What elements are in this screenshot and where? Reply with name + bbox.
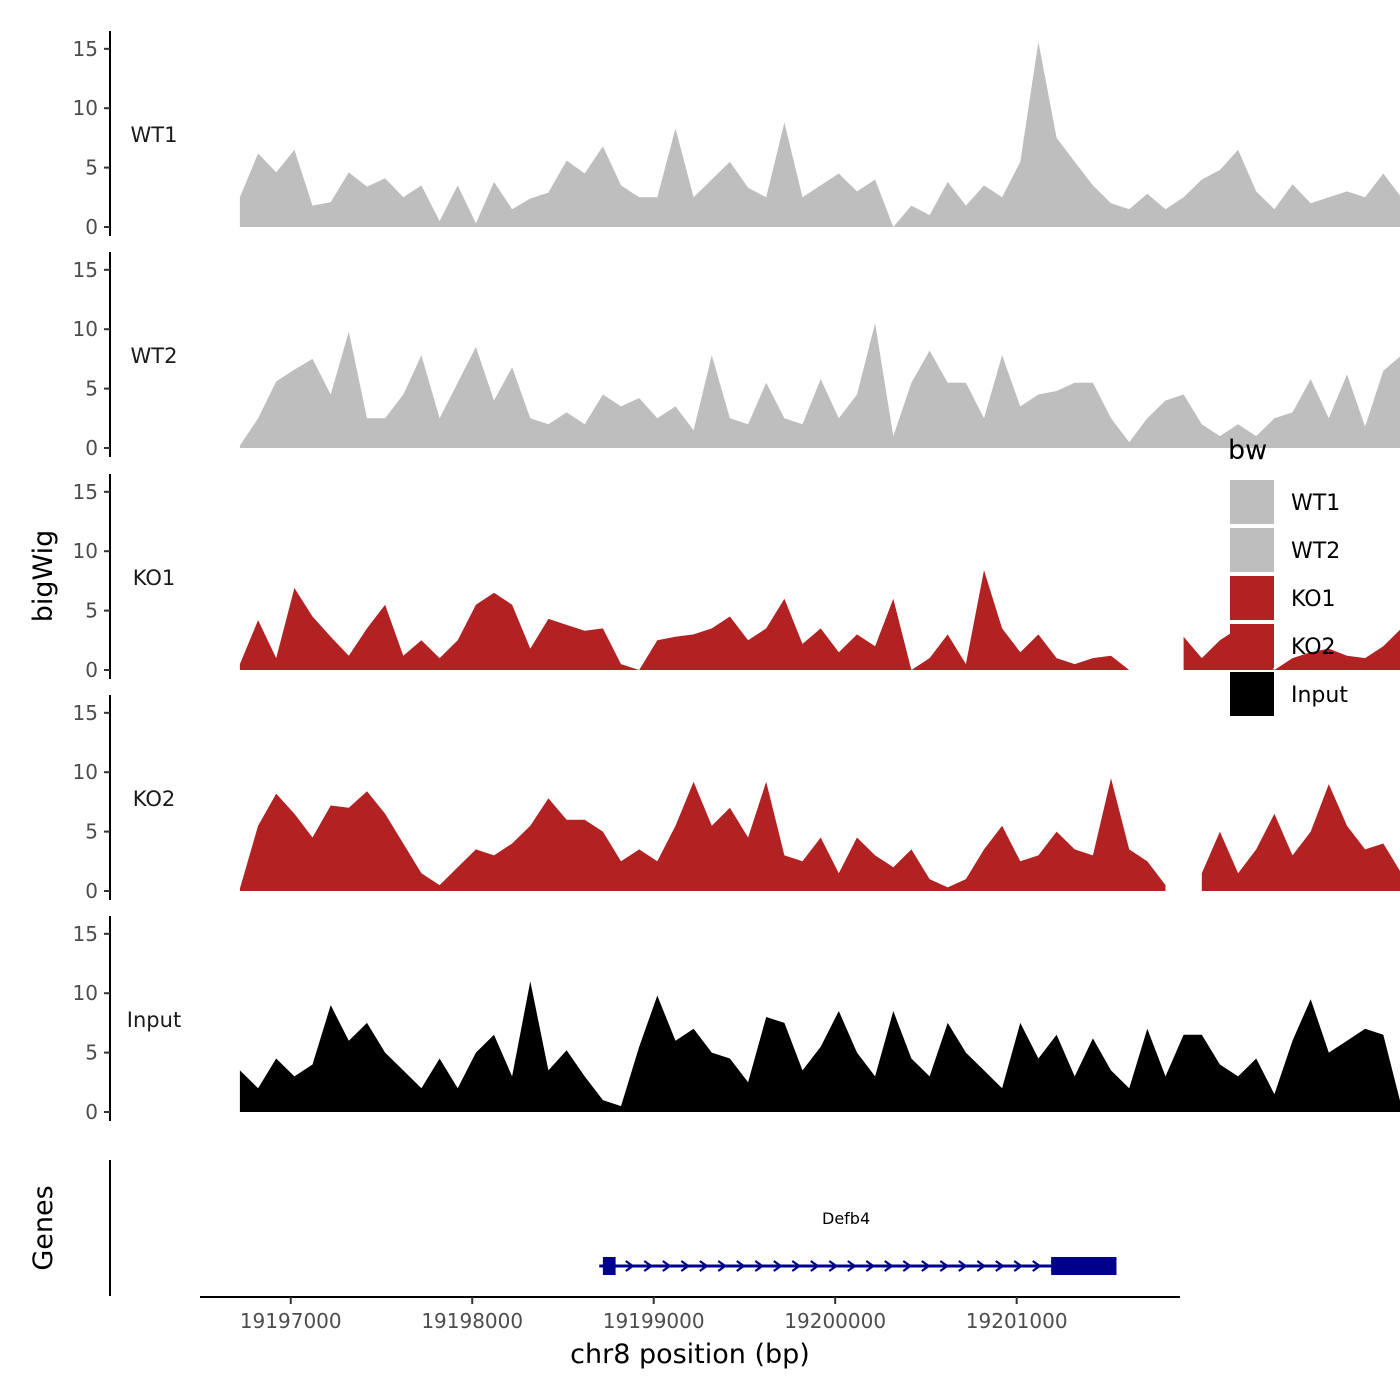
track-ko1: 0 5 10 15 KO1: [73, 474, 1400, 682]
strand-arrow: [976, 1260, 987, 1272]
strand-arrow: [1013, 1260, 1024, 1272]
track-wt2: 0 5 10 15 WT2: [73, 252, 1400, 460]
strand-arrow: [699, 1260, 709, 1272]
x-tick-label: 19197000: [240, 1309, 342, 1333]
gene-track: Defb4: [109, 1160, 1117, 1296]
y-tick-label: 5: [85, 820, 98, 844]
y-tick-label: 5: [85, 1041, 98, 1065]
y-tick-label: 0: [85, 879, 98, 903]
legend-label-wt2: WT2: [1291, 539, 1340, 564]
x-tick-label: 19199000: [603, 1309, 705, 1333]
track-label: WT1: [131, 123, 178, 147]
signal-area-ko2: [239, 778, 1166, 891]
y-tick-label: 0: [85, 215, 98, 239]
gene-exon: [1051, 1257, 1117, 1275]
genes-axis-title: Genes: [28, 1185, 59, 1270]
y-tick-label: 15: [73, 258, 98, 282]
x-tick-label: 19200000: [784, 1309, 886, 1333]
strand-arrow: [939, 1260, 950, 1272]
signal-area-ko2: [1201, 784, 1400, 891]
y-tick-label: 5: [85, 156, 98, 180]
y-tick-label: 10: [73, 96, 98, 120]
x-tick-label: 19201000: [966, 1309, 1068, 1333]
y-tick-label: 15: [73, 37, 98, 61]
y-tick-label: 10: [73, 981, 98, 1005]
strand-arrow: [662, 1260, 672, 1272]
y-tick-label: 0: [85, 1100, 98, 1124]
y-tick-label: 10: [73, 760, 98, 784]
strand-arrow: [902, 1260, 913, 1272]
y-tick-label: 10: [73, 539, 98, 563]
strand-arrow: [958, 1260, 968, 1272]
x-axis: 19197000 19198000 19199000 19200000 19201000: [200, 1296, 1180, 1333]
track-label: WT2: [131, 344, 178, 368]
strand-arrow: [847, 1260, 857, 1272]
y-tick-label: 5: [85, 377, 98, 401]
legend: bw WT1 WT2 KO1 KO2 Input: [1228, 435, 1348, 716]
y-tick-label: 10: [73, 317, 98, 341]
y-tick-label: 15: [73, 922, 98, 946]
signal-area-input: [239, 981, 1400, 1112]
gene-exon: [602, 1257, 616, 1275]
strand-arrow: [1032, 1260, 1042, 1272]
y-tick-label: 0: [85, 658, 98, 682]
signal-area-wt1: [239, 41, 1400, 227]
strand-arrow: [791, 1260, 802, 1272]
track-ko2: 0 5 10 15 KO2: [73, 695, 1400, 903]
strand-arrow: [717, 1260, 728, 1272]
gene-label: Defb4: [822, 1209, 870, 1228]
legend-title: bw: [1228, 435, 1267, 466]
strand-arrow: [754, 1260, 765, 1272]
legend-label-input: Input: [1291, 683, 1348, 708]
x-tick-label: 19198000: [421, 1309, 523, 1333]
y-axis-title: bigWig: [28, 530, 59, 623]
strand-arrow: [643, 1260, 654, 1272]
track-label: KO2: [133, 787, 176, 811]
strand-arrow: [884, 1260, 894, 1272]
legend-key-ko1: [1230, 576, 1274, 620]
x-axis-title: chr8 position (bp): [570, 1339, 810, 1370]
legend-label-ko2: KO2: [1291, 635, 1336, 660]
strand-arrow: [828, 1260, 839, 1272]
track-panels: 0 5 10 15 WT1 0 5 10 15 WT2 0 5 10 15 KO1 0 5 10 15 KO2 0 5 10…: [73, 31, 1400, 1124]
strand-arrow: [736, 1260, 746, 1272]
legend-key-ko2: [1230, 624, 1274, 668]
legend-key-input: [1230, 672, 1274, 716]
strand-arrow: [680, 1260, 691, 1272]
y-tick-label: 15: [73, 701, 98, 725]
legend-key-wt2: [1230, 528, 1274, 572]
track-label: KO1: [133, 566, 176, 590]
track-input: 0 5 10 15 Input: [73, 916, 1400, 1124]
legend-label-ko1: KO1: [1291, 587, 1336, 612]
strand-arrow: [921, 1260, 931, 1272]
strand-arrow: [625, 1260, 635, 1272]
strand-arrow: [810, 1260, 820, 1272]
strand-arrow: [865, 1260, 876, 1272]
strand-arrow: [995, 1260, 1005, 1272]
strand-arrow: [773, 1260, 783, 1272]
signal-area-wt2: [239, 323, 1400, 448]
track-label: Input: [127, 1008, 181, 1032]
y-tick-label: 0: [85, 436, 98, 460]
legend-label-wt1: WT1: [1291, 491, 1340, 516]
y-tick-label: 5: [85, 599, 98, 623]
legend-key-wt1: [1230, 480, 1274, 524]
signal-area-ko1: [239, 570, 1130, 670]
track-wt1: 0 5 10 15 WT1: [73, 31, 1400, 239]
y-tick-label: 15: [73, 480, 98, 504]
